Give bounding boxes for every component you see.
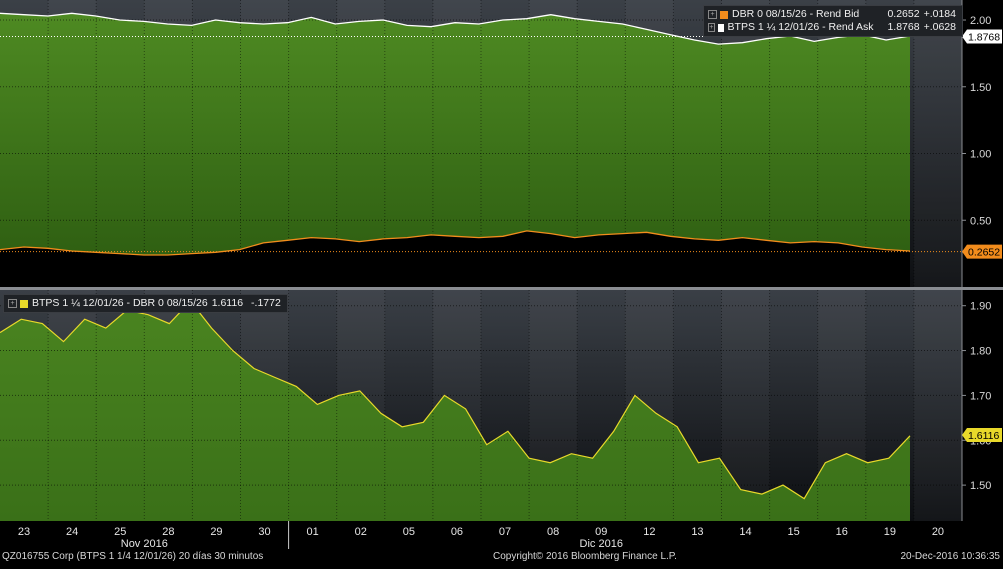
bottom-plot: [0, 290, 962, 521]
spread-line: [0, 300, 911, 500]
x-tick-label: 24: [66, 526, 78, 538]
y-tick-label: 1.00: [970, 149, 991, 161]
expand-icon[interactable]: +: [8, 299, 17, 308]
last-value-tag: [962, 428, 1002, 443]
legend-entry-dbr[interactable]: + DBR 0 08/15/26 - Rend Bid 0.2652 +.018…: [708, 8, 956, 21]
x-tick-label: 25: [114, 526, 126, 538]
legend-change-value: +.0628: [923, 21, 956, 33]
legend-change-value: -.1772: [251, 297, 281, 309]
x-tick-label: 30: [258, 526, 270, 538]
x-tick-label: 29: [210, 526, 222, 538]
x-tick-label: 01: [307, 526, 319, 538]
x-tick-label: 06: [451, 526, 463, 538]
expand-icon[interactable]: +: [708, 23, 715, 32]
last-value-label: 1.8768: [968, 31, 1000, 43]
legend-change-value: +.0184: [923, 8, 956, 20]
x-tick-label: 16: [836, 526, 848, 538]
yellow-swatch-icon: [20, 299, 28, 308]
x-tick-label: 07: [499, 526, 511, 538]
white-swatch-icon: [717, 23, 724, 32]
bottom-y-axis: 1.501.601.701.801.901.6116: [961, 290, 1002, 521]
legend-last-value: 0.2652: [887, 8, 920, 20]
y-tick-label: 1.50: [970, 480, 991, 492]
x-axis-band: [0, 521, 962, 549]
x-tick-label: 20: [932, 526, 944, 538]
x-month-label: Nov 2016: [121, 538, 168, 550]
x-tick-label: 05: [403, 526, 415, 538]
day-band: [914, 0, 962, 287]
legend-entry-spread[interactable]: + BTPS 1 ¼ 12/01/26 - DBR 0 08/15/26 1.6…: [8, 297, 281, 310]
panel-divider: [0, 287, 1003, 290]
x-tick-label: 28: [162, 526, 174, 538]
x-month-label: Dic 2016: [580, 538, 623, 550]
copyright-text: Copyright© 2016 Bloomberg Finance L.P.: [493, 551, 677, 562]
btps-yield-line: [0, 12, 911, 45]
last-value-label: 1.6116: [968, 430, 999, 442]
x-axis: 23 24 25 28 29 30 01 02 05 06 07 08 09 12 13 14 15 16 19 20…: [18, 521, 944, 550]
x-tick-label: 02: [355, 526, 367, 538]
timestamp-text: 20-Dec-2016 10:36:35: [900, 551, 1000, 562]
y-tick-label: 0.50: [970, 215, 991, 227]
x-tick-label: 23: [18, 526, 30, 538]
last-value-tag: [962, 244, 1002, 259]
btps-yield-area: [0, 13, 910, 288]
y-tick-label: 1.70: [970, 390, 991, 402]
legend-last-value: 1.8768: [887, 21, 920, 33]
legend-series-name: BTPS 1 ¼ 12/01/26 - Rend Ask: [727, 21, 874, 33]
top-legend[interactable]: + DBR 0 08/15/26 - Rend Bid 0.2652 +.018…: [703, 5, 963, 37]
top-plot: [0, 0, 962, 288]
y-tick-label: 1.50: [970, 82, 991, 94]
legend-last-value: 1.6116: [211, 297, 244, 309]
x-tick-label: 08: [547, 526, 559, 538]
orange-swatch-icon: [720, 10, 728, 19]
x-tick-label: 14: [739, 526, 751, 538]
x-tick-label: 12: [643, 526, 655, 538]
legend-entry-btps[interactable]: + BTPS 1 ¼ 12/01/26 - Rend Ask 1.8768 +.…: [708, 21, 956, 34]
top-y-axis: 0.50 1.00 1.50 2.00 1.8768 0.2652: [961, 0, 1002, 287]
x-tick-label: 13: [691, 526, 703, 538]
y-tick-label: 2.00: [970, 15, 991, 27]
day-band: [914, 290, 962, 521]
security-description: QZ016755 Corp (BTPS 1 1/4 12/01/26) 20 d…: [2, 551, 264, 562]
x-tick-label: 15: [788, 526, 800, 538]
dbr-yield-line: [0, 230, 911, 256]
y-tick-label: 1.90: [970, 301, 991, 313]
status-footer: QZ016755 Corp (BTPS 1 1/4 12/01/26) 20 d…: [0, 549, 1003, 564]
y-tick-label: 1.80: [970, 346, 991, 358]
bottom-legend[interactable]: + BTPS 1 ¼ 12/01/26 - DBR 0 08/15/26 1.6…: [3, 294, 288, 313]
spread-area: [0, 301, 910, 521]
x-tick-label: 19: [884, 526, 896, 538]
last-value-tag: [962, 29, 1002, 44]
expand-icon[interactable]: +: [708, 10, 717, 19]
x-tick-label: 09: [595, 526, 607, 538]
dbr-yield-area: [0, 230, 910, 287]
last-value-label: 0.2652: [968, 247, 1000, 259]
legend-series-name: DBR 0 08/15/26 - Rend Bid: [732, 8, 860, 20]
legend-series-name: BTPS 1 ¼ 12/01/26 - DBR 0 08/15/26: [32, 297, 208, 309]
